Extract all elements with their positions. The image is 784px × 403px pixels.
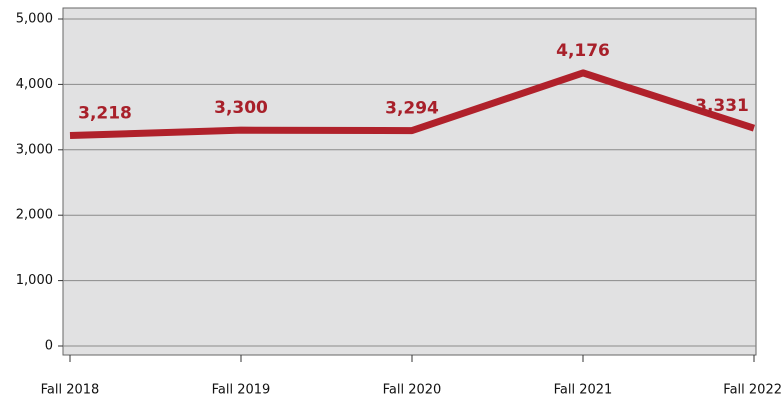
x-tick-label: Fall 2018 [41, 383, 100, 398]
data-label: 3,294 [385, 99, 439, 119]
y-tick-label: 1,000 [16, 273, 53, 288]
line-series [69, 69, 756, 140]
y-tick-label: 2,000 [16, 208, 53, 223]
data-label: 3,300 [214, 98, 268, 118]
data-label: 3,331 [695, 96, 749, 116]
data-label: 3,218 [78, 104, 132, 124]
y-tick-label: 3,000 [16, 142, 53, 157]
x-tick-label: Fall 2022 [723, 383, 782, 398]
plot-area [62, 7, 757, 356]
y-tick-label: 4,000 [16, 77, 53, 92]
y-tick-label: 5,000 [16, 12, 53, 27]
y-tick-label: 0 [45, 339, 53, 354]
data-label: 4,176 [556, 41, 610, 61]
x-tick-label: Fall 2021 [554, 383, 613, 398]
x-tick-label: Fall 2020 [383, 383, 442, 398]
x-tick-label: Fall 2019 [212, 383, 271, 398]
